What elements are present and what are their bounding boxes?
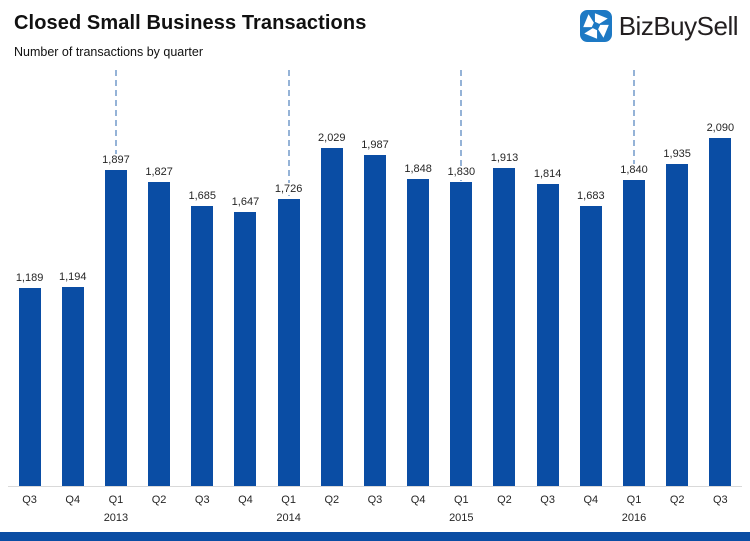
bar (579, 205, 602, 486)
quarter-tick-label: Q1 (453, 494, 469, 506)
year-tick-label: 2013 (103, 512, 129, 524)
bar-column: 2,090 (699, 70, 742, 486)
bar-value-label: 1,840 (618, 163, 650, 176)
year-divider-dashed-line (287, 70, 290, 199)
year-divider-dashed-line (632, 70, 635, 180)
bar (148, 182, 171, 486)
quarter-tick-label: Q3 (540, 494, 555, 506)
chart-header: Closed Small Business Transactions Numbe… (14, 12, 366, 59)
quarter-tick-label: Q1 (108, 494, 124, 506)
bar (320, 148, 343, 486)
quarter-tick-label: Q4 (65, 494, 81, 506)
year-tick-label (569, 512, 612, 524)
year-tick-label (51, 512, 94, 524)
bar-value-label: 1,897 (100, 154, 132, 167)
year-tick-label (699, 512, 742, 524)
bar-column: 1,189 (8, 70, 51, 486)
bar-value-label: 1,848 (402, 162, 434, 175)
year-tick-label (397, 512, 440, 524)
bar (407, 178, 430, 486)
bar-column: 1,814 (526, 70, 569, 486)
quarter-tick-label: Q4 (410, 494, 426, 506)
bar-value-label: 1,194 (56, 271, 89, 284)
bar-column: 1,913 (483, 70, 526, 486)
chart-subtitle: Number of transactions by quarter (14, 45, 203, 59)
bar-value-label: 1,683 (575, 189, 607, 202)
quarter-tick-label: Q2 (669, 494, 685, 506)
x-axis-year-labels: 2013 2014 2015 2016 (8, 512, 742, 524)
bar-value-label: 1,726 (272, 182, 305, 195)
bizbuysell-pinwheel-icon (579, 10, 612, 42)
bar-column: 1,194 (51, 70, 94, 486)
bar-column: 2,029 (310, 70, 353, 486)
bar-value-label: 1,814 (531, 168, 564, 181)
year-tick-label (353, 512, 396, 524)
year-tick-label (224, 512, 267, 524)
bar (622, 179, 645, 486)
bizbuysell-logo: BizBuySell (579, 10, 739, 42)
bar-value-label: 1,935 (661, 148, 693, 161)
bar-value-label: 1,830 (445, 165, 478, 178)
quarter-tick-label: Q3 (367, 494, 383, 506)
bar-value-label: 1,987 (359, 139, 391, 152)
year-divider-dashed-line (114, 70, 117, 171)
bar-column: 1,647 (224, 70, 267, 486)
bar-value-label: 1,685 (186, 189, 219, 202)
bar-column: 1,987 (353, 70, 396, 486)
bar-column: 1,848 (397, 70, 440, 486)
bar (18, 288, 41, 486)
bar-value-label: 1,913 (488, 151, 521, 164)
quarter-tick-label: Q3 (22, 494, 37, 506)
year-tick-label: 2015 (449, 512, 474, 524)
bar-column: 1,935 (656, 70, 699, 486)
bar-column: 1,827 (138, 70, 181, 486)
bar (493, 167, 516, 486)
year-tick-label (310, 512, 353, 524)
bar-chart-plot-area: 1,189 1,194 1,897 1,827 1,685 1,647 1,726 2,029… (8, 70, 742, 487)
bar-column: 1,726 (267, 70, 310, 486)
bar (277, 198, 300, 486)
bar (536, 184, 559, 486)
bar-column: 1,897 (94, 70, 137, 486)
bar (61, 287, 84, 486)
bar-column: 1,830 (440, 70, 483, 486)
year-divider-dashed-line (460, 70, 463, 182)
bar (450, 181, 473, 486)
bar-value-label: 2,090 (704, 122, 737, 135)
quarter-tick-label: Q3 (712, 494, 728, 506)
bar (709, 138, 732, 486)
bar-value-label: 1,189 (13, 272, 46, 285)
bar-column: 1,685 (181, 70, 224, 486)
quarter-tick-label: Q4 (583, 494, 599, 506)
bar (191, 205, 214, 486)
quarter-tick-label: Q4 (238, 494, 253, 506)
year-tick-label (8, 512, 51, 524)
x-axis-quarter-labels: Q3 Q4 Q1 Q2 Q3 Q4 Q1 Q2 Q3 Q4 Q1 Q2 Q3 Q4 Q1 Q2 Q3 (8, 494, 742, 506)
quarter-tick-label: Q1 (281, 494, 296, 506)
bar-value-label: 1,647 (229, 195, 262, 208)
footer-accent-strip (0, 532, 750, 541)
bizbuysell-logo-text: BizBuySell (618, 10, 739, 41)
bar-value-label: 2,029 (316, 132, 348, 145)
year-tick-label (138, 512, 181, 524)
chart-title: Closed Small Business Transactions (14, 12, 367, 34)
year-tick-label (483, 512, 526, 524)
bar-column: 1,683 (569, 70, 612, 486)
year-tick-label (181, 512, 224, 524)
quarter-tick-label: Q2 (497, 494, 512, 506)
bar (666, 164, 689, 486)
bar (234, 211, 257, 486)
year-tick-label (656, 512, 699, 524)
quarter-tick-label: Q2 (151, 494, 167, 506)
bar-column: 1,840 (612, 70, 655, 486)
quarter-tick-label: Q1 (626, 494, 642, 506)
bar (104, 170, 127, 486)
year-tick-label: 2014 (276, 512, 301, 524)
bar (363, 155, 386, 486)
quarter-tick-label: Q2 (324, 494, 340, 506)
year-tick-label: 2016 (621, 512, 647, 524)
bar-value-label: 1,827 (143, 166, 175, 178)
quarter-tick-label: Q3 (194, 494, 210, 506)
year-tick-label (526, 512, 569, 524)
